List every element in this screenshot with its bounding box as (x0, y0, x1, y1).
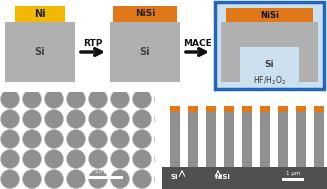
Circle shape (66, 109, 85, 129)
Circle shape (132, 90, 151, 108)
Text: Si: Si (35, 47, 45, 57)
Bar (5, 22, 75, 82)
Bar (296, 112, 306, 167)
Circle shape (1, 129, 20, 149)
Text: Si: Si (265, 60, 274, 69)
Bar (170, 112, 180, 167)
Circle shape (66, 129, 85, 149)
Bar (314, 112, 324, 167)
Circle shape (44, 109, 63, 129)
Circle shape (44, 129, 63, 149)
Circle shape (1, 70, 20, 88)
Circle shape (154, 170, 174, 188)
Circle shape (177, 90, 196, 108)
Circle shape (1, 170, 20, 188)
Text: NiSi: NiSi (135, 9, 155, 19)
Bar (278, 106, 288, 112)
Circle shape (66, 170, 85, 188)
Circle shape (23, 170, 42, 188)
Circle shape (154, 129, 174, 149)
Circle shape (1, 90, 20, 108)
Circle shape (111, 109, 129, 129)
Bar (224, 112, 234, 167)
Circle shape (132, 109, 151, 129)
Circle shape (1, 109, 20, 129)
Circle shape (111, 129, 129, 149)
Bar (221, 22, 318, 47)
Circle shape (66, 70, 85, 88)
Text: Ni: Ni (34, 9, 46, 19)
Circle shape (177, 109, 196, 129)
Text: Si: Si (170, 174, 178, 180)
Circle shape (111, 90, 129, 108)
Bar (15, 6, 65, 22)
Bar (242, 112, 252, 167)
Circle shape (1, 149, 20, 169)
Bar (260, 106, 270, 112)
Circle shape (66, 90, 85, 108)
Circle shape (89, 129, 108, 149)
Circle shape (44, 70, 63, 88)
Bar (215, 2, 324, 89)
Circle shape (177, 129, 196, 149)
Bar (224, 106, 234, 112)
Circle shape (44, 90, 63, 108)
Text: NiSi: NiSi (260, 11, 279, 19)
Circle shape (23, 109, 42, 129)
Circle shape (132, 170, 151, 188)
Circle shape (177, 170, 196, 188)
Circle shape (23, 70, 42, 88)
Circle shape (132, 70, 151, 88)
Bar (296, 106, 306, 112)
Bar (299, 47, 318, 82)
Circle shape (89, 149, 108, 169)
Circle shape (89, 109, 108, 129)
Circle shape (111, 170, 129, 188)
Bar (206, 106, 216, 112)
Bar (282, 178, 304, 181)
Bar (85, 176, 123, 179)
Text: HF/H$_2$O$_2$: HF/H$_2$O$_2$ (253, 75, 286, 87)
Text: RTP: RTP (83, 40, 103, 49)
Circle shape (154, 90, 174, 108)
Circle shape (23, 129, 42, 149)
Bar (206, 112, 216, 167)
Bar (188, 106, 198, 112)
Circle shape (132, 129, 151, 149)
Bar (110, 22, 180, 82)
Circle shape (23, 90, 42, 108)
Circle shape (154, 149, 174, 169)
Text: NiSi: NiSi (214, 174, 230, 180)
Text: 10 μm: 10 μm (95, 169, 113, 174)
Bar (221, 47, 240, 82)
Circle shape (111, 149, 129, 169)
Bar (278, 112, 288, 167)
Circle shape (66, 149, 85, 169)
Bar (113, 6, 177, 22)
Bar (170, 106, 180, 112)
Circle shape (89, 90, 108, 108)
Circle shape (23, 149, 42, 169)
Circle shape (111, 70, 129, 88)
Text: 1 μm: 1 μm (286, 171, 300, 176)
Circle shape (132, 149, 151, 169)
Bar (226, 8, 313, 22)
Circle shape (177, 70, 196, 88)
Bar (188, 112, 198, 167)
Bar (260, 112, 270, 167)
Circle shape (177, 149, 196, 169)
Circle shape (44, 170, 63, 188)
Bar (314, 106, 324, 112)
Circle shape (154, 70, 174, 88)
Text: MACE: MACE (183, 40, 212, 49)
Bar (162, 167, 327, 189)
Circle shape (89, 70, 108, 88)
Circle shape (154, 109, 174, 129)
Circle shape (44, 149, 63, 169)
Bar (242, 106, 252, 112)
Text: Si: Si (140, 47, 150, 57)
Circle shape (89, 170, 108, 188)
